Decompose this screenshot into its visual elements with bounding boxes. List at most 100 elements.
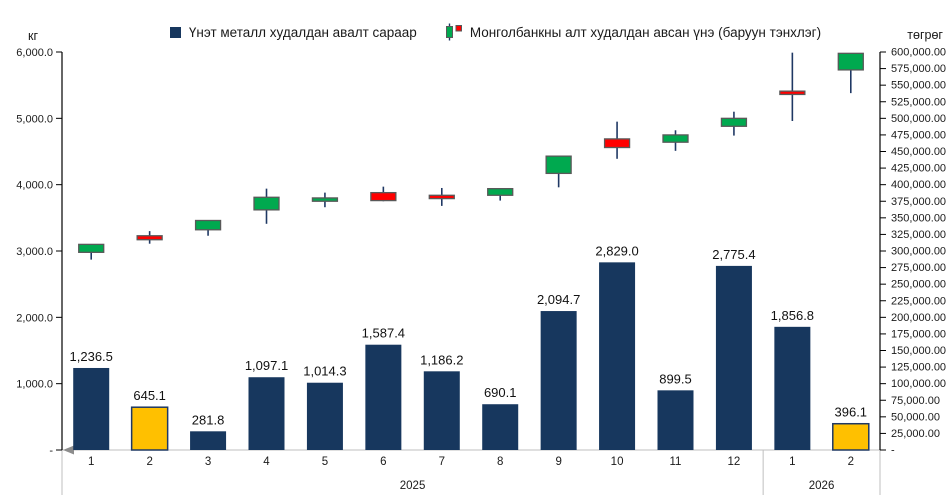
month-label: 10 xyxy=(611,456,624,468)
right-axis-tick-label: 500,000.00 xyxy=(891,113,946,125)
right-axis-tick-label: 375,000.00 xyxy=(891,196,946,208)
month-label: 2 xyxy=(146,456,152,468)
legend-candles-label: Монголбанкны алт худалдан авсан үнэ (бар… xyxy=(469,24,822,40)
bar-14 xyxy=(832,422,870,451)
bar-6 xyxy=(365,344,402,450)
left-axis-unit-label: кг xyxy=(28,29,39,43)
right-axis-tick-label: 600,000.00 xyxy=(891,47,946,59)
bar-value-label-8: 690.1 xyxy=(484,385,517,400)
bar-4 xyxy=(248,377,285,450)
month-label: 1 xyxy=(789,456,795,468)
candle-body-3 xyxy=(194,219,222,231)
right-axis-tick-label: - xyxy=(891,445,895,457)
candle-body-9 xyxy=(545,155,572,175)
month-label: 3 xyxy=(205,456,211,468)
left-axis-tick-label: - xyxy=(49,445,53,457)
month-label: 6 xyxy=(380,456,386,468)
month-label: 11 xyxy=(670,456,682,468)
bar-value-label-5: 1,014.3 xyxy=(303,364,346,379)
bar-3 xyxy=(190,431,227,450)
right-axis-tick-label: 450,000.00 xyxy=(891,146,946,158)
candle-body-5 xyxy=(311,197,339,202)
candle-body-8 xyxy=(487,187,514,196)
candle-body-4 xyxy=(253,196,280,211)
month-label: 1 xyxy=(88,456,94,468)
month-label: 8 xyxy=(497,456,503,468)
axis-origin-arrow-icon xyxy=(63,445,74,455)
right-axis-tick-label: 350,000.00 xyxy=(891,212,946,224)
bar-1 xyxy=(73,367,110,450)
bar-8 xyxy=(482,404,519,450)
right-axis-tick-label: 550,000.00 xyxy=(891,80,946,92)
bar-10 xyxy=(599,262,636,450)
right-axis-tick-label: 400,000.00 xyxy=(891,179,946,191)
left-axis-tick-label: 2,000.0 xyxy=(16,312,53,324)
right-axis-tick-label: 175,000.00 xyxy=(891,328,946,340)
right-axis-tick-label: 150,000.00 xyxy=(891,345,946,357)
legend-item-candles: Монголбанкны алт худалдан авсан үнэ (бар… xyxy=(445,23,821,41)
right-axis-tick-label: 325,000.00 xyxy=(891,229,946,241)
month-label: 5 xyxy=(322,456,328,468)
right-axis-tick-label: 425,000.00 xyxy=(891,163,946,175)
left-axis-tick-label: 6,000.0 xyxy=(16,47,53,59)
month-label: 4 xyxy=(263,456,270,468)
right-axis-tick-label: 575,000.00 xyxy=(891,63,946,75)
candle-body-6 xyxy=(370,191,397,202)
candle-body-7 xyxy=(428,194,455,200)
right-axis-tick-label: 25,000.00 xyxy=(891,428,940,440)
right-axis-tick-label: 200,000.00 xyxy=(891,312,946,324)
bar-value-label-13: 1,856.8 xyxy=(771,308,814,323)
bar-5 xyxy=(306,382,343,450)
bar-value-label-12: 2,775.4 xyxy=(712,247,755,262)
bar-7 xyxy=(423,371,460,450)
bar-12 xyxy=(715,265,752,450)
month-label: 12 xyxy=(728,456,741,468)
left-axis-tick-label: 4,000.0 xyxy=(16,180,53,192)
left-axis-tick-label: 5,000.0 xyxy=(16,113,53,125)
right-axis-tick-label: 300,000.00 xyxy=(891,246,946,258)
right-axis-tick-label: 525,000.00 xyxy=(891,96,946,108)
bar-value-label-7: 1,186.2 xyxy=(420,352,463,367)
bar-13 xyxy=(774,326,811,450)
candle-body-11 xyxy=(662,134,689,143)
right-axis-tick-label: 75,000.00 xyxy=(891,395,940,407)
candle-body-13 xyxy=(779,90,806,96)
month-label: 2 xyxy=(848,456,854,468)
bar-value-label-14: 396.1 xyxy=(835,405,868,420)
bar-value-label-1: 1,236.5 xyxy=(70,349,113,364)
year-label: 2025 xyxy=(400,480,426,492)
candle-body-2 xyxy=(136,235,163,241)
bar-value-label-4: 1,097.1 xyxy=(245,358,288,373)
chart-legend: Үнэт металл худалдан авалт сараар Монгол… xyxy=(0,23,949,41)
right-axis-tick-label: 125,000.00 xyxy=(891,362,946,374)
legend-bars-label: Үнэт металл худалдан авалт сараар xyxy=(188,24,417,40)
bar-series-swatch-icon xyxy=(169,26,181,38)
right-axis-tick-label: 225,000.00 xyxy=(891,295,946,307)
bar-2 xyxy=(130,406,169,451)
bar-value-label-6: 1,587.4 xyxy=(362,326,405,341)
right-axis-tick-label: 50,000.00 xyxy=(891,411,940,423)
right-axis-unit-label: төгрөг xyxy=(907,28,943,42)
month-label: 9 xyxy=(555,456,561,468)
month-label: 7 xyxy=(439,456,445,468)
legend-item-bars: Үнэт металл худалдан авалт сараар xyxy=(169,24,417,40)
candlestick-icon xyxy=(445,23,462,41)
candle-body-12 xyxy=(720,117,748,127)
right-axis-tick-label: 475,000.00 xyxy=(891,129,946,141)
right-axis-tick-label: 275,000.00 xyxy=(891,262,946,274)
bar-value-label-9: 2,094.7 xyxy=(537,292,580,307)
candle-body-1 xyxy=(78,243,105,253)
candle-body-10 xyxy=(603,138,631,149)
right-axis-tick-label: 250,000.00 xyxy=(891,279,946,291)
candle-body-14 xyxy=(837,52,864,71)
bar-11 xyxy=(657,390,694,450)
right-axis-tick-label: 100,000.00 xyxy=(891,378,946,390)
year-label: 2026 xyxy=(809,480,835,492)
bar-value-label-3: 281.8 xyxy=(192,412,225,427)
bar-9 xyxy=(540,311,577,450)
bar-value-label-10: 2,829.0 xyxy=(595,243,638,258)
left-axis-tick-label: 3,000.0 xyxy=(16,246,53,258)
bar-value-label-2: 645.1 xyxy=(133,388,166,403)
